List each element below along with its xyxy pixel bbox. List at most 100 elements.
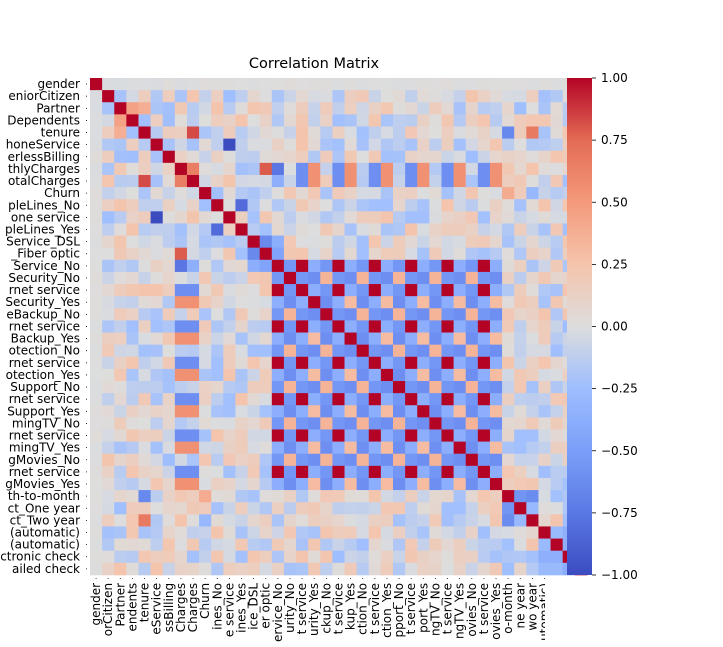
heatmap-cell — [223, 465, 236, 479]
heatmap-cell — [186, 429, 200, 442]
heatmap-cell — [186, 526, 200, 539]
heatmap-cell — [150, 296, 164, 309]
x-tick-label: tenure — [138, 583, 152, 622]
heatmap-cell — [368, 441, 382, 455]
heatmap-cell — [405, 211, 418, 224]
heatmap-cell — [380, 441, 394, 455]
heatmap-cell — [271, 126, 285, 139]
heatmap-cell — [223, 417, 236, 430]
heatmap-cell — [90, 550, 103, 564]
heatmap-cell — [223, 453, 236, 467]
heatmap-cell — [538, 356, 551, 370]
heatmap-cell — [283, 477, 297, 491]
heatmap-cell — [90, 138, 103, 152]
heatmap-cell — [380, 405, 394, 418]
heatmap-cell — [199, 138, 212, 152]
heatmap-cell — [368, 538, 382, 552]
heatmap-cell — [538, 417, 551, 430]
heatmap-cell — [150, 550, 164, 564]
heatmap-cell — [332, 332, 345, 346]
heatmap-cell — [174, 138, 188, 152]
heatmap-cell — [441, 526, 454, 539]
heatmap-cell — [429, 502, 442, 515]
heatmap-cell — [102, 514, 115, 527]
heatmap-cell — [550, 199, 564, 212]
y-tick-label: th-to-month — [8, 489, 80, 503]
heatmap-cell — [283, 114, 297, 127]
heatmap-cell — [138, 514, 151, 527]
heatmap-cell — [368, 502, 382, 515]
heatmap-cell — [150, 114, 164, 127]
heatmap-cell — [283, 562, 297, 576]
heatmap-cell — [332, 259, 345, 273]
heatmap-cell — [223, 514, 236, 527]
heatmap-cell — [186, 223, 200, 236]
heatmap-cell — [320, 562, 333, 576]
heatmap-cell — [174, 162, 188, 176]
heatmap-cell — [477, 344, 491, 358]
heatmap-cell — [393, 150, 406, 164]
heatmap-cell — [356, 526, 370, 539]
heatmap-cell — [308, 344, 321, 358]
heatmap-cell — [368, 405, 382, 418]
heatmap-cell — [550, 138, 564, 152]
heatmap-cell — [332, 102, 345, 115]
heatmap-cell — [417, 235, 430, 249]
heatmap-cell — [126, 429, 139, 442]
heatmap-cell — [380, 368, 394, 382]
heatmap-cell — [150, 332, 164, 346]
heatmap-cell — [162, 271, 176, 285]
heatmap-cell — [186, 405, 200, 418]
x-tick-label: ckup_No — [319, 583, 333, 634]
heatmap-cell — [235, 320, 248, 333]
heatmap-cell — [393, 405, 406, 418]
heatmap-cell — [90, 465, 103, 479]
heatmap-cell — [308, 417, 321, 430]
heatmap-cell — [247, 405, 261, 418]
heatmap-cell — [102, 296, 115, 309]
heatmap-cell — [308, 526, 321, 539]
heatmap-cell — [102, 562, 115, 576]
heatmap-cell — [271, 417, 285, 430]
heatmap-cell — [186, 284, 200, 297]
heatmap-cell — [174, 526, 188, 539]
heatmap-cell — [417, 381, 430, 394]
heatmap-cell — [186, 477, 200, 491]
heatmap-cell — [283, 296, 297, 309]
heatmap-cell — [465, 344, 479, 358]
heatmap-cell — [223, 344, 236, 358]
heatmap-cell — [405, 247, 418, 261]
heatmap-cell — [550, 223, 564, 236]
heatmap-cell — [380, 199, 394, 212]
heatmap-cell — [90, 187, 103, 200]
x-tick-label: er optic — [259, 583, 273, 629]
heatmap-cell — [247, 332, 261, 346]
heatmap-cell — [102, 199, 115, 212]
heatmap-cell — [514, 199, 527, 212]
heatmap-cell — [526, 296, 539, 309]
heatmap-cell — [186, 271, 200, 285]
heatmap-cell — [126, 320, 139, 333]
heatmap-cell — [417, 538, 430, 552]
heatmap-cell — [489, 417, 503, 430]
heatmap-cell — [235, 429, 248, 442]
heatmap-cell — [271, 405, 285, 418]
x-tick-label: Charges — [186, 583, 200, 632]
heatmap-cell — [320, 417, 333, 430]
heatmap-cell — [162, 562, 176, 576]
heatmap-cell — [344, 320, 358, 333]
heatmap-cell — [138, 453, 151, 467]
heatmap-cell — [465, 138, 479, 152]
heatmap-cell — [441, 514, 454, 527]
heatmap-cell — [332, 526, 345, 539]
heatmap-cell — [211, 199, 224, 212]
heatmap-cell — [283, 90, 297, 103]
heatmap-cell — [368, 284, 382, 297]
heatmap-cell — [489, 429, 503, 442]
heatmap-cell — [538, 138, 551, 152]
heatmap-cell — [126, 271, 139, 285]
heatmap-cell — [90, 271, 103, 285]
heatmap-cell — [344, 235, 358, 249]
heatmap-cell — [114, 320, 127, 333]
heatmap-cell — [162, 223, 176, 236]
